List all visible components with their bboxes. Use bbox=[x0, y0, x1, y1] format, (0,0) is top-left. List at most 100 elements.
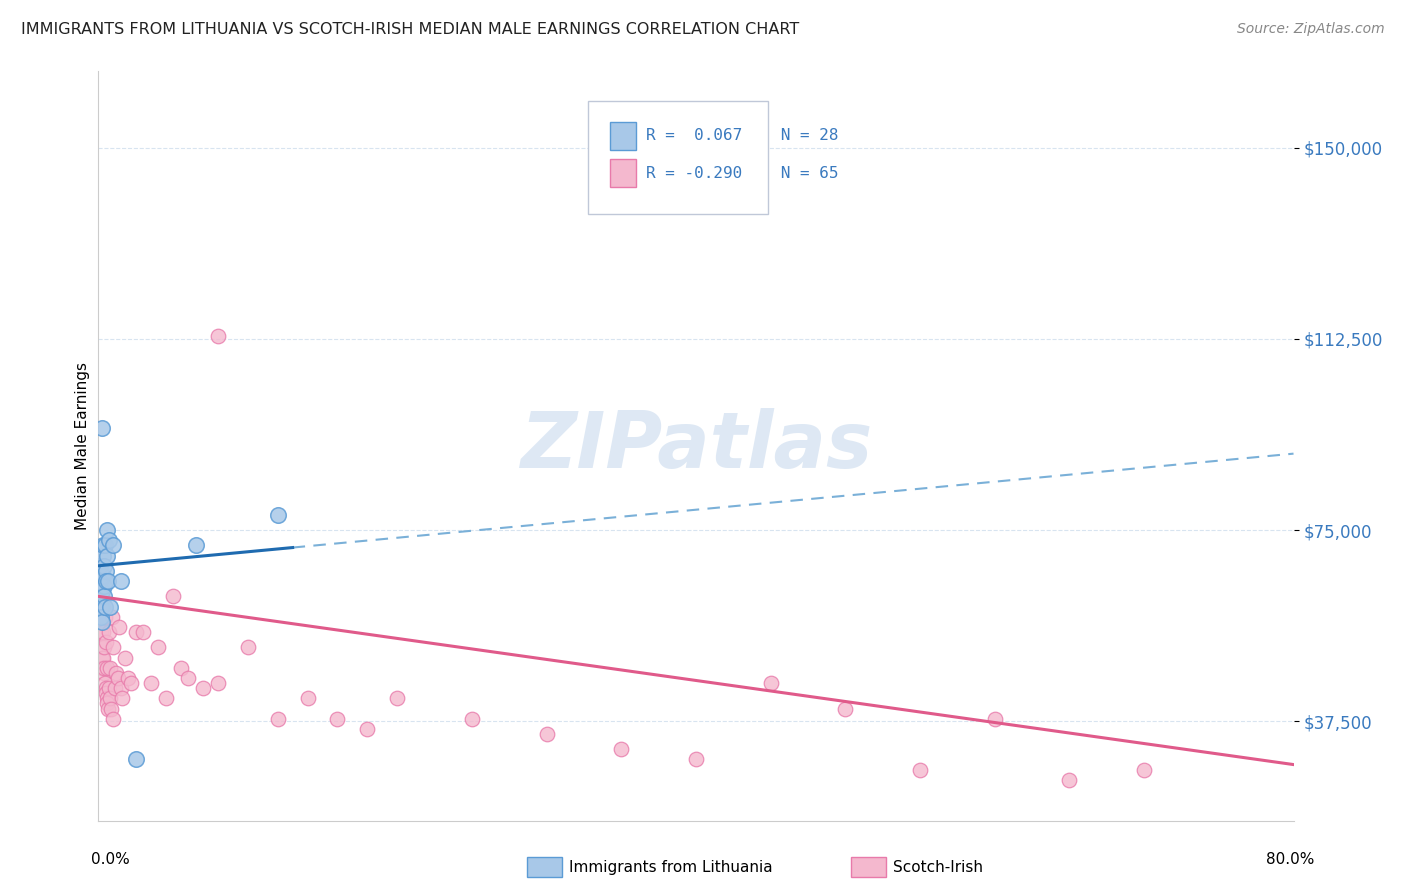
Text: Scotch-Irish: Scotch-Irish bbox=[893, 860, 983, 874]
Y-axis label: Median Male Earnings: Median Male Earnings bbox=[75, 362, 90, 530]
Point bbox=[98, 681, 121, 695]
Point bbox=[104, 681, 127, 695]
Point bbox=[91, 549, 114, 563]
Point bbox=[162, 590, 184, 604]
Point bbox=[93, 579, 115, 593]
Point bbox=[93, 599, 115, 614]
Point bbox=[90, 650, 112, 665]
Point bbox=[120, 676, 142, 690]
Point bbox=[90, 590, 112, 604]
Point bbox=[105, 665, 128, 680]
Text: 80.0%: 80.0% bbox=[1267, 852, 1315, 867]
Point bbox=[461, 712, 484, 726]
Text: Source: ZipAtlas.com: Source: ZipAtlas.com bbox=[1237, 22, 1385, 37]
Point bbox=[297, 691, 319, 706]
Point bbox=[94, 635, 117, 649]
Text: Immigrants from Lithuania: Immigrants from Lithuania bbox=[569, 860, 773, 874]
Text: IMMIGRANTS FROM LITHUANIA VS SCOTCH-IRISH MEDIAN MALE EARNINGS CORRELATION CHART: IMMIGRANTS FROM LITHUANIA VS SCOTCH-IRIS… bbox=[21, 22, 800, 37]
Point bbox=[94, 564, 117, 578]
Point bbox=[89, 599, 111, 614]
Point bbox=[191, 681, 214, 695]
Point bbox=[111, 691, 134, 706]
Point bbox=[93, 558, 115, 573]
Point bbox=[100, 701, 122, 715]
Point bbox=[97, 625, 120, 640]
Point bbox=[685, 752, 707, 766]
Point bbox=[96, 574, 118, 588]
Point bbox=[385, 691, 409, 706]
Point bbox=[91, 599, 114, 614]
Point bbox=[148, 640, 170, 655]
Point bbox=[759, 676, 782, 690]
Point bbox=[1059, 772, 1081, 787]
Point bbox=[89, 609, 111, 624]
Point bbox=[90, 609, 112, 624]
Point bbox=[91, 569, 114, 583]
Point bbox=[93, 640, 115, 655]
Point bbox=[89, 558, 111, 573]
Point bbox=[536, 727, 558, 741]
Point bbox=[97, 574, 120, 588]
Point bbox=[93, 676, 115, 690]
Point bbox=[125, 752, 148, 766]
Text: ZIPatlas: ZIPatlas bbox=[520, 408, 872, 484]
Point bbox=[184, 538, 207, 552]
Point bbox=[94, 681, 117, 695]
Point bbox=[155, 691, 177, 706]
Point bbox=[267, 712, 290, 726]
Point bbox=[93, 661, 115, 675]
Point bbox=[90, 640, 112, 655]
Point bbox=[236, 640, 259, 655]
Point bbox=[96, 686, 118, 700]
Point bbox=[90, 599, 112, 614]
Point bbox=[96, 661, 118, 675]
Point bbox=[91, 421, 114, 435]
Point bbox=[177, 671, 200, 685]
Point bbox=[110, 574, 132, 588]
Point bbox=[101, 609, 124, 624]
Point bbox=[96, 697, 118, 711]
Point bbox=[984, 712, 1007, 726]
Point bbox=[908, 763, 931, 777]
Point bbox=[91, 661, 114, 675]
Point bbox=[207, 676, 229, 690]
Point bbox=[108, 620, 131, 634]
Point bbox=[94, 538, 117, 552]
Point bbox=[91, 625, 114, 640]
Point bbox=[93, 665, 115, 680]
Point bbox=[94, 609, 117, 624]
Point bbox=[326, 712, 349, 726]
Point bbox=[98, 691, 122, 706]
Point bbox=[356, 722, 378, 736]
Point bbox=[93, 590, 115, 604]
FancyBboxPatch shape bbox=[610, 159, 637, 187]
Point bbox=[1133, 763, 1156, 777]
Text: R =  0.067    N = 28: R = 0.067 N = 28 bbox=[645, 128, 838, 144]
Point bbox=[91, 650, 114, 665]
Point bbox=[103, 538, 125, 552]
Point bbox=[139, 676, 162, 690]
Point bbox=[98, 599, 122, 614]
Text: R = -0.290    N = 65: R = -0.290 N = 65 bbox=[645, 166, 838, 181]
Point bbox=[103, 640, 125, 655]
Point bbox=[207, 329, 229, 343]
Point bbox=[90, 584, 112, 599]
Point bbox=[107, 671, 129, 685]
Point bbox=[114, 650, 136, 665]
Point bbox=[169, 661, 191, 675]
Text: 0.0%: 0.0% bbox=[91, 852, 131, 867]
Point bbox=[132, 625, 155, 640]
Point bbox=[110, 681, 132, 695]
Point bbox=[96, 523, 118, 537]
Point bbox=[97, 533, 120, 548]
Point bbox=[117, 671, 139, 685]
Point bbox=[96, 549, 118, 563]
Point bbox=[97, 701, 120, 715]
Point bbox=[101, 712, 124, 726]
Point bbox=[610, 742, 633, 756]
Point bbox=[91, 538, 114, 552]
FancyBboxPatch shape bbox=[589, 102, 768, 214]
Point bbox=[91, 615, 114, 629]
Point bbox=[96, 691, 118, 706]
Point bbox=[89, 574, 111, 588]
